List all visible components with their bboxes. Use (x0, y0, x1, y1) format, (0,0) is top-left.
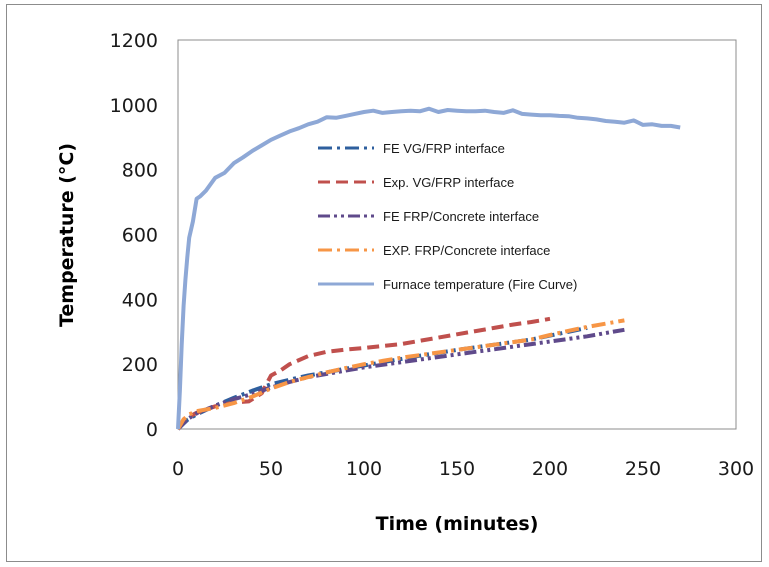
x-axis-ticks: 0 50 100 150 200 250 300 (172, 458, 754, 480)
x-tick-label: 50 (259, 458, 283, 480)
x-tick-label: 300 (718, 458, 754, 480)
x-tick-label: 150 (439, 458, 475, 480)
plot-area (177, 39, 737, 430)
x-tick-label: 100 (346, 458, 382, 480)
y-tick-label: 200 (122, 354, 158, 376)
y-tick-label: 800 (122, 160, 158, 182)
x-tick-label: 250 (625, 458, 661, 480)
y-tick-label: 0 (146, 419, 158, 441)
series-line-4 (176, 318, 625, 430)
x-tick-label: 0 (172, 458, 184, 480)
legend: FE VG/FRP interface Exp. VG/FRP interface… (318, 141, 577, 292)
legend-entry-label: FE VG/FRP interface (383, 141, 505, 156)
legend-entry-label: Exp. VG/FRP interface (383, 175, 514, 190)
x-tick-label: 200 (532, 458, 568, 480)
y-tick-label: 1000 (110, 95, 158, 117)
y-tick-label: 600 (122, 225, 158, 247)
y-tick-label: 400 (122, 289, 158, 311)
x-axis-title: Time (minutes) (376, 513, 539, 535)
legend-entry-label: Furnace temperature (Fire Curve) (383, 277, 577, 292)
y-axis-title: Temperature (°C) (56, 143, 78, 327)
series-layer (176, 106, 681, 431)
series-line-5 (176, 106, 681, 430)
legend-entry-label: EXP. FRP/Concrete interface (383, 243, 550, 258)
legend-entry-label: FE FRP/Concrete interface (383, 209, 539, 224)
series-line-3 (176, 327, 625, 431)
chart-frame (6, 4, 762, 562)
y-axis-ticks: 0 200 400 600 800 1000 1200 (110, 30, 158, 441)
y-tick-label: 1200 (110, 30, 158, 52)
